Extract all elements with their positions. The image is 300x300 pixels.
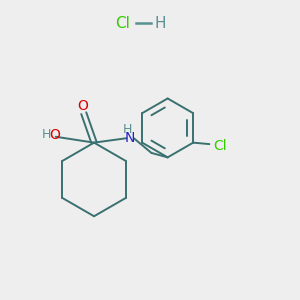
- Text: O: O: [77, 99, 88, 113]
- Text: H: H: [42, 128, 51, 141]
- Text: N: N: [125, 131, 135, 145]
- Text: H: H: [154, 16, 166, 31]
- Text: Cl: Cl: [115, 16, 130, 31]
- Text: Cl: Cl: [214, 139, 227, 153]
- Text: H: H: [123, 124, 133, 136]
- Text: O: O: [50, 128, 60, 142]
